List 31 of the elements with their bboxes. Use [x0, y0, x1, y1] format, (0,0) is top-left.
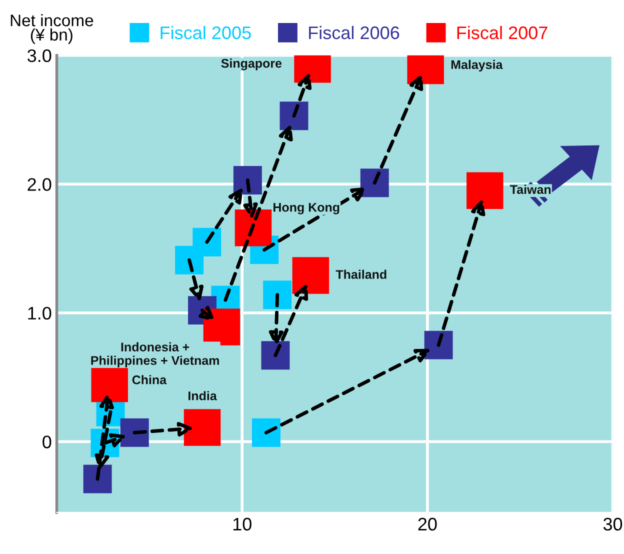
- point: [261, 341, 290, 370]
- legend-label: Fiscal 2006: [309, 26, 400, 40]
- legend-label: Fiscal 2007: [457, 26, 548, 40]
- annotation: Singapore: [221, 58, 282, 70]
- x-tick-label: 10: [233, 518, 252, 531]
- point: [280, 102, 308, 130]
- annotation: Indonesia + Philippines + Vietnam: [91, 342, 219, 368]
- point: [184, 409, 221, 446]
- annotation: Taiwan: [510, 184, 551, 194]
- annotation: Hong Kong: [274, 203, 340, 214]
- annotation: Thailand: [336, 270, 386, 279]
- point: [466, 172, 504, 209]
- annotation: China: [132, 375, 167, 384]
- point: [360, 168, 389, 198]
- point: [120, 418, 149, 447]
- x-tick-label: 30: [603, 518, 622, 531]
- y-tick-label: 1.0: [28, 306, 52, 320]
- y-tick-label: 0: [42, 436, 52, 448]
- point: [83, 464, 112, 494]
- annotation: Malaysia: [451, 60, 503, 72]
- point: [252, 418, 280, 447]
- point: [175, 246, 204, 274]
- annotation: India: [188, 391, 217, 400]
- y-tick-label: 2.0: [28, 178, 52, 191]
- legend-label: Fiscal 2005: [160, 26, 251, 40]
- y-axis-title: Net income (¥ bn): [10, 14, 94, 44]
- y-tick-label: 3.0: [28, 49, 52, 62]
- point: [263, 280, 292, 310]
- x-tick-label: 20: [418, 518, 437, 531]
- point: [424, 330, 453, 360]
- point: [292, 257, 330, 294]
